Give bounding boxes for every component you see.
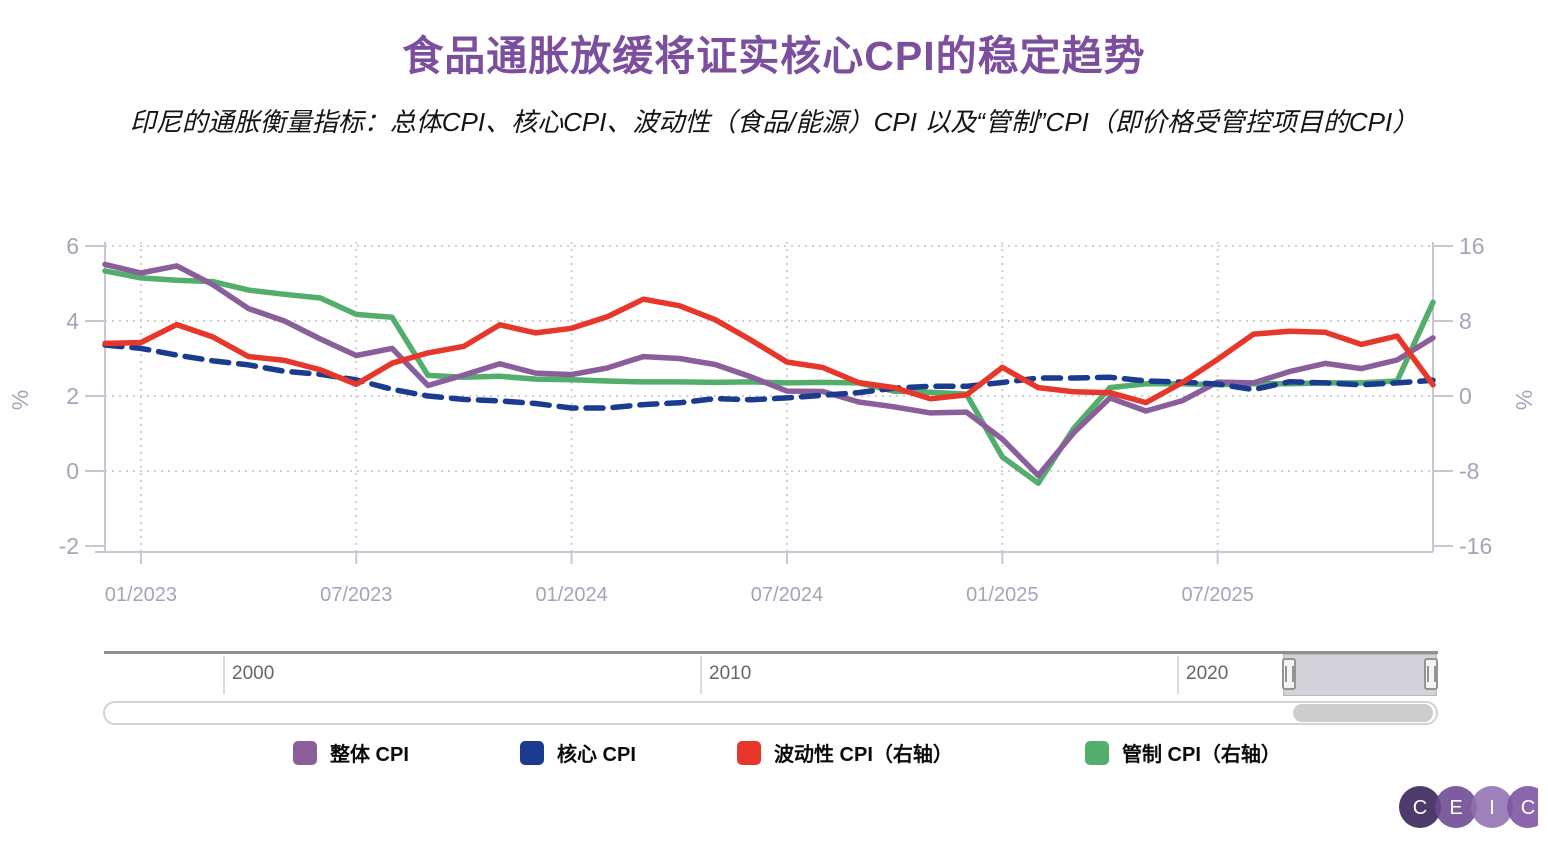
chart-subtitle: 印尼的通胀衡量指标：总体CPI、核心CPI、波动性（食品/能源）CPI 以及“管…: [129, 107, 1419, 137]
svg-text:01/2023: 01/2023: [105, 584, 177, 606]
page-title: 食品通胀放缓将证实核心CPI的稳定趋势: [402, 33, 1146, 79]
legend-label: 核心 CPI: [557, 744, 636, 766]
legend-swatch: [520, 740, 544, 765]
navigator-year-label: 2000: [232, 663, 275, 684]
svg-text:07/2023: 07/2023: [320, 584, 392, 606]
legend-label: 波动性 CPI（右轴）: [774, 744, 953, 766]
legend-swatch: [293, 740, 317, 765]
svg-text:0: 0: [1459, 383, 1472, 409]
navigator-year-gridline: [700, 656, 702, 694]
svg-text:01/2024: 01/2024: [535, 584, 607, 606]
navigator-year-gridline: [1177, 656, 1179, 694]
ceic-logo-circles: C E I C: [1399, 786, 1548, 828]
logo-letter: C: [1521, 797, 1535, 819]
svg-text:07/2024: 07/2024: [751, 584, 823, 606]
navigator-year-gridline: [223, 656, 225, 694]
svg-text:07/2025: 07/2025: [1182, 584, 1254, 606]
svg-text:-2: -2: [59, 533, 79, 559]
navigator-right-handle[interactable]: [1424, 658, 1438, 690]
legend-item-0[interactable]: 整体 CPI: [293, 738, 409, 767]
legend-label: 整体 CPI: [330, 744, 409, 766]
svg-text:4: 4: [66, 308, 79, 334]
series-line: [102, 296, 1436, 406]
legend-item-3[interactable]: 管制 CPI（右轴）: [1085, 738, 1281, 767]
scrollbar-thumb[interactable]: [1293, 704, 1433, 722]
navigator-selected-range[interactable]: [1283, 654, 1437, 696]
series-line: [102, 268, 1436, 486]
ceic-logo: C E I C: [1398, 782, 1548, 832]
logo-letter: C: [1413, 797, 1427, 819]
svg-text:2: 2: [66, 383, 79, 409]
svg-text:8: 8: [1459, 308, 1472, 334]
navigator-year-label: 2010: [709, 663, 752, 684]
logo-letter: E: [1449, 797, 1462, 819]
series-line: [102, 342, 1436, 411]
legend-swatch: [737, 740, 761, 765]
svg-text:16: 16: [1459, 233, 1485, 259]
logo-letter: I: [1489, 797, 1495, 819]
scrollbar-track[interactable]: [103, 701, 1438, 725]
navigator-year-label: 2020: [1186, 663, 1229, 684]
svg-text:6: 6: [66, 233, 79, 259]
chart-legend: 整体 CPI 核心 CPI 波动性 CPI（右轴） 管制 CPI（右轴）: [0, 738, 1548, 774]
time-range-navigator[interactable]: 2000 2010 2020: [104, 651, 1438, 696]
svg-text:-8: -8: [1459, 458, 1479, 484]
legend-item-1[interactable]: 核心 CPI: [520, 738, 636, 767]
navigator-left-handle[interactable]: [1282, 658, 1296, 690]
legend-swatch: [1085, 740, 1109, 765]
legend-item-2[interactable]: 波动性 CPI（右轴）: [737, 738, 953, 767]
svg-text:-16: -16: [1459, 533, 1492, 559]
svg-text:%: %: [1511, 390, 1537, 410]
svg-text:%: %: [7, 390, 33, 410]
svg-text:01/2025: 01/2025: [966, 584, 1038, 606]
legend-label: 管制 CPI（右轴）: [1122, 744, 1281, 766]
svg-text:0: 0: [66, 458, 79, 484]
